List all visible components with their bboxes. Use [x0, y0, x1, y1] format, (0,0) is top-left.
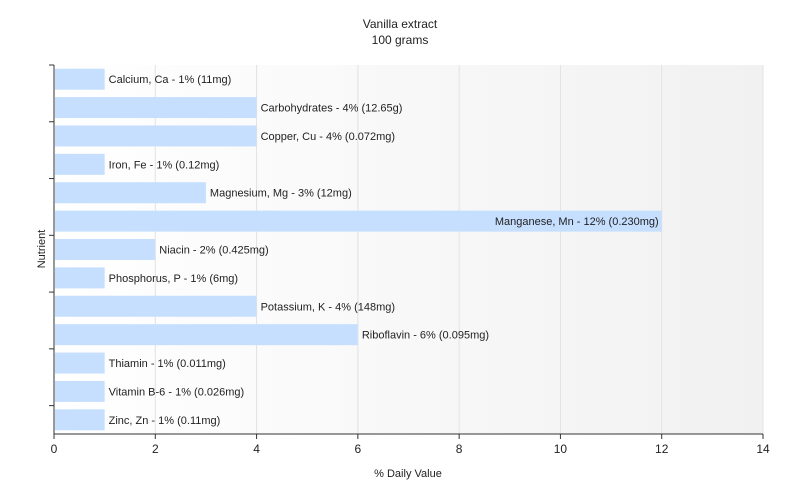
bar-12 — [55, 380, 105, 402]
bar-label-4: Iron, Fe - 1% (0.12mg) — [109, 159, 220, 171]
bar-label-3: Copper, Cu - 4% (0.072mg) — [261, 131, 396, 143]
bar-label-7: Niacin - 2% (0.425mg) — [159, 245, 268, 257]
x-tick-label-10: 10 — [554, 442, 568, 456]
x-tick-label-2: 2 — [152, 442, 159, 456]
bar-11 — [55, 352, 105, 374]
x-tick-label-12: 12 — [655, 442, 669, 456]
chart-subtitle: 100 grams — [372, 33, 429, 47]
x-tick-label-0: 0 — [51, 442, 58, 456]
bar-8 — [55, 267, 105, 289]
bar-13 — [55, 409, 105, 431]
bar-label-11: Thiamin - 1% (0.011mg) — [109, 358, 226, 370]
bar-1 — [55, 68, 105, 90]
x-tick-label-4: 4 — [253, 442, 260, 456]
bar-4 — [55, 153, 105, 175]
chart-title: Vanilla extract — [363, 17, 438, 31]
y-axis-label: Nutrient — [36, 230, 48, 269]
bar-7 — [55, 239, 156, 260]
bar-label-10: Riboflavin - 6% (0.095mg) — [362, 330, 489, 342]
x-tick-label-14: 14 — [756, 442, 770, 456]
bar-label-12: Vitamin B-6 - 1% (0.026mg) — [109, 386, 245, 398]
bar-6 — [55, 210, 662, 232]
bar-10 — [55, 324, 358, 346]
bar-3 — [55, 125, 257, 147]
bar-label-13: Zinc, Zn - 1% (0.11mg) — [109, 415, 221, 427]
x-axis-label: % Daily Value — [374, 468, 442, 480]
bar-label-2: Carbohydrates - 4% (12.65g) — [261, 103, 403, 115]
bar-5 — [55, 182, 206, 204]
x-tick-label-6: 6 — [355, 442, 362, 456]
bar-9 — [55, 295, 257, 317]
bar-label-1: Calcium, Ca - 1% (11mg) — [109, 74, 232, 86]
bar-label-6: Manganese, Mn - 12% (0.230mg) — [495, 216, 659, 228]
bar-label-8: Phosphorus, P - 1% (6mg) — [109, 273, 238, 285]
bar-2 — [55, 97, 257, 119]
x-tick-label-8: 8 — [456, 442, 463, 456]
bar-label-9: Potassium, K - 4% (148mg) — [261, 301, 396, 313]
bar-label-5: Magnesium, Mg - 3% (12mg) — [210, 188, 352, 200]
